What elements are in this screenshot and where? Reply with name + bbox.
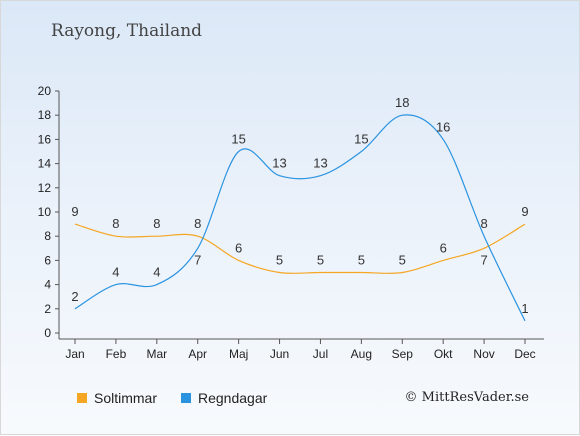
data-label-rain: 15 bbox=[354, 132, 368, 147]
data-label-rain: 4 bbox=[112, 265, 119, 280]
y-tick-label: 0 bbox=[44, 326, 51, 340]
data-label-sun: 8 bbox=[153, 216, 160, 231]
legend-item-rain: Regndagar bbox=[181, 390, 267, 406]
x-tick-label: Sep bbox=[392, 347, 414, 361]
data-label-rain: 2 bbox=[71, 289, 78, 304]
y-tick-label: 10 bbox=[38, 205, 52, 219]
legend-swatch-rain bbox=[181, 393, 191, 403]
x-tick-label: Okt bbox=[434, 347, 453, 361]
x-tick-label: Mar bbox=[146, 347, 167, 361]
legend-swatch-sun bbox=[77, 393, 87, 403]
data-label-sun: 6 bbox=[440, 240, 447, 255]
y-tick-label: 4 bbox=[44, 278, 51, 292]
data-label-sun: 5 bbox=[317, 253, 324, 268]
x-tick-label: Jun bbox=[270, 347, 289, 361]
series-line-sun bbox=[74, 223, 526, 274]
data-label-rain: 8 bbox=[480, 216, 487, 231]
data-label-rain: 16 bbox=[436, 119, 450, 134]
data-label-sun: 9 bbox=[71, 204, 78, 219]
chart-title: Rayong, Thailand bbox=[51, 21, 203, 41]
data-label-rain: 15 bbox=[231, 132, 245, 147]
data-label-sun: 5 bbox=[276, 253, 283, 268]
x-tick-label: Aug bbox=[351, 347, 372, 361]
data-label-rain: 7 bbox=[194, 252, 201, 267]
x-tick-label: Maj bbox=[229, 347, 248, 361]
data-label-sun: 8 bbox=[112, 216, 119, 231]
data-label-sun: 5 bbox=[399, 253, 406, 268]
data-label-rain: 18 bbox=[395, 95, 409, 110]
series-line-rain bbox=[74, 114, 526, 322]
legend-item-sun: Soltimmar bbox=[77, 390, 157, 406]
data-label-sun: 9 bbox=[521, 204, 528, 219]
x-tick-label: Nov bbox=[473, 347, 494, 361]
data-label-sun: 8 bbox=[194, 216, 201, 231]
data-label-sun: 6 bbox=[235, 240, 242, 255]
x-tick-label: Apr bbox=[188, 347, 207, 361]
y-tick-label: 2 bbox=[44, 302, 51, 316]
data-label-rain: 13 bbox=[313, 156, 327, 171]
y-tick-label: 12 bbox=[38, 181, 52, 195]
y-tick-label: 8 bbox=[44, 229, 51, 243]
legend-label-rain: Regndagar bbox=[198, 390, 268, 406]
x-tick-label: Jan bbox=[65, 347, 84, 361]
y-tick-label: 14 bbox=[38, 157, 52, 171]
data-label-rain: 4 bbox=[153, 265, 160, 280]
y-tick-label: 18 bbox=[38, 108, 52, 122]
data-label-sun: 7 bbox=[480, 252, 487, 267]
credit-text: © MittResVader.se bbox=[404, 390, 529, 405]
x-tick-label: Feb bbox=[106, 347, 127, 361]
data-label-rain: 13 bbox=[272, 156, 286, 171]
data-label-sun: 5 bbox=[358, 253, 365, 268]
x-tick-label: Jul bbox=[313, 347, 328, 361]
x-tick-label: Dec bbox=[514, 347, 535, 361]
y-tick-label: 6 bbox=[44, 253, 51, 267]
legend-label-sun: Soltimmar bbox=[94, 390, 158, 406]
data-label-rain: 1 bbox=[521, 301, 528, 316]
y-tick-label: 20 bbox=[38, 84, 52, 98]
y-tick-label: 16 bbox=[38, 132, 52, 146]
